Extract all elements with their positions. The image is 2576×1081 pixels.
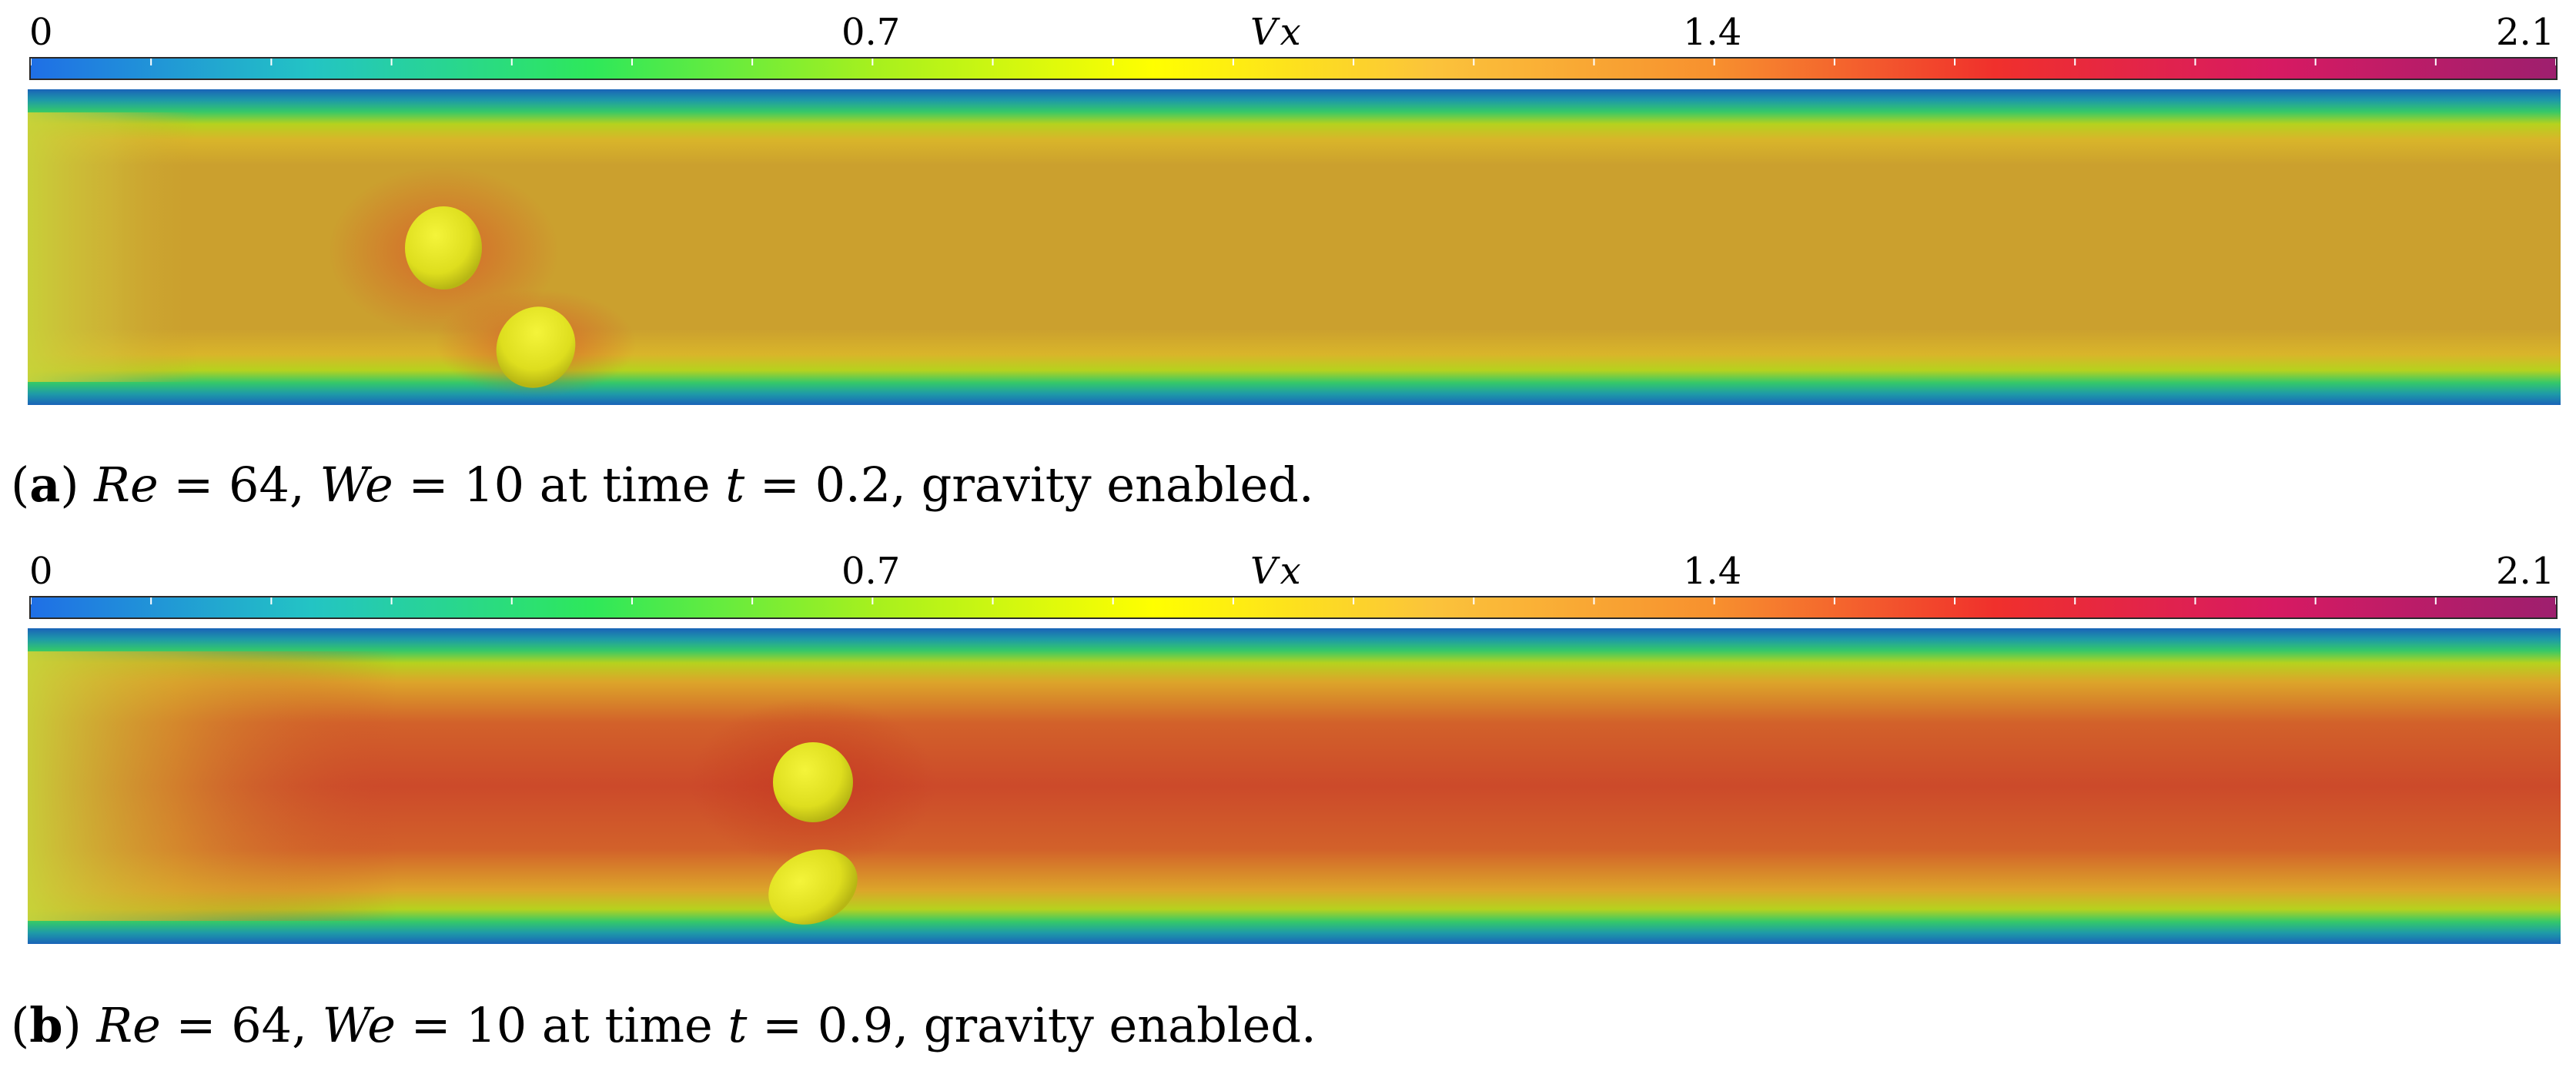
colorbar-ticks xyxy=(31,59,2556,65)
velocity-field-a xyxy=(28,89,2561,405)
caption-suffix: , gravity enabled. xyxy=(891,457,1314,513)
colorbar-tick-0: 0 xyxy=(29,550,53,593)
colorbar-tick-1-4: 1.4 xyxy=(1683,11,1742,54)
bubble-upper-a xyxy=(405,206,482,289)
colorbar-tick-0: 0 xyxy=(29,11,53,54)
velocity-field-b xyxy=(28,628,2561,944)
bubble-upper-b xyxy=(773,742,853,822)
velocity-field-svg-b xyxy=(28,628,2561,944)
caption-label: b xyxy=(29,997,63,1053)
we-symbol: We xyxy=(319,457,393,513)
caption-a: (a) Re = 64, We = 10 at time t = 0.2, gr… xyxy=(11,457,1314,513)
figure-panel-a: 0 0.7 Vx 1.4 2.1 xyxy=(0,0,2576,539)
time-symbol: t xyxy=(728,997,748,1053)
colorbar-variable-label: Vx xyxy=(1250,550,1304,593)
re-symbol: Re xyxy=(94,457,159,513)
caption-b: (b) Re = 64, We = 10 at time t = 0.9, gr… xyxy=(11,997,1316,1053)
colorbar-tick-0-7: 0.7 xyxy=(841,11,901,54)
caption-at-time: at time xyxy=(524,457,726,513)
velocity-field-svg-a xyxy=(28,89,2561,405)
colorbar xyxy=(29,57,2558,80)
colorbar xyxy=(29,596,2558,619)
caption-label: a xyxy=(29,457,61,513)
caption-at-time: at time xyxy=(527,997,728,1053)
bubble-lower-b xyxy=(768,849,858,925)
time-symbol: t xyxy=(725,457,745,513)
re-value: 64 xyxy=(229,457,289,513)
bubble-lower-a xyxy=(496,306,576,388)
colorbar-tick-2-1: 2.1 xyxy=(2496,11,2555,54)
time-value: 0.2 xyxy=(815,457,892,513)
colorbar-tick-2-1: 2.1 xyxy=(2496,550,2555,593)
we-value: 10 xyxy=(466,997,527,1053)
re-value: 64 xyxy=(231,997,293,1053)
colorbar-ticks xyxy=(31,597,2556,604)
figure-panel-b: 0 0.7 Vx 1.4 2.1 xyxy=(0,539,2576,1081)
re-symbol: Re xyxy=(96,997,161,1053)
we-value: 10 xyxy=(463,457,525,513)
caption-suffix: , gravity enabled. xyxy=(893,997,1316,1053)
time-value: 0.9 xyxy=(817,997,894,1053)
colorbar-tick-0-7: 0.7 xyxy=(841,550,901,593)
colorbar-tick-1-4: 1.4 xyxy=(1683,550,1742,593)
we-symbol: We xyxy=(322,997,396,1053)
colorbar-variable-label: Vx xyxy=(1250,11,1304,54)
